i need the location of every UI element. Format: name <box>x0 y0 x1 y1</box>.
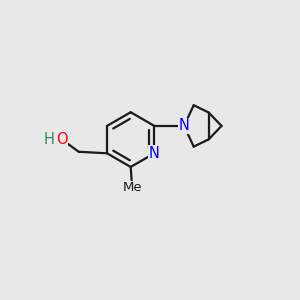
Text: O: O <box>56 132 67 147</box>
Text: Me: Me <box>122 181 142 194</box>
Text: N: N <box>178 118 190 134</box>
Text: H: H <box>44 132 55 147</box>
Text: N: N <box>149 146 160 161</box>
